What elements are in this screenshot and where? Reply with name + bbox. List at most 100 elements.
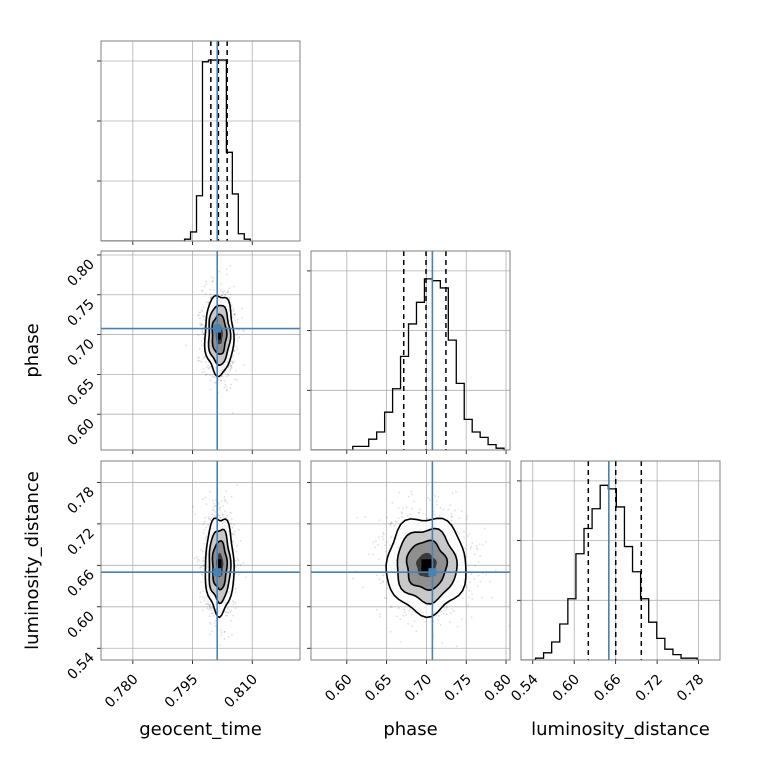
sample-point [206,595,208,598]
sample-point [232,614,235,617]
sample-point [201,310,204,313]
sample-point [234,587,237,590]
sample-point [222,505,224,508]
sample-point [235,345,238,348]
sample-point [230,367,232,370]
sample-point [356,516,359,519]
sample-point [424,620,426,623]
sample-point [467,604,470,607]
sample-point [225,385,228,388]
sample-point [208,366,211,369]
histogram-bin [657,638,665,660]
sample-point [209,603,212,606]
sample-point [233,523,235,526]
sample-point [201,573,204,576]
sample-point [220,634,223,637]
x-tick-label-phase: 0.60 [322,672,355,705]
sample-point [379,582,382,585]
sample-point [212,502,215,505]
sample-point [220,294,223,297]
sample-point [241,307,244,310]
sample-point [226,501,229,504]
sample-point [198,348,201,350]
sample-point [389,630,392,633]
sample-point [468,596,471,599]
sample-point [398,491,401,494]
panel-geocent_time-vs-luminosity_distance-marks [101,461,300,660]
sample-point [192,505,195,508]
sample-point [374,546,377,549]
sample-point [466,515,469,518]
sample-point [479,580,482,583]
sample-point [220,294,223,297]
sample-point [445,605,448,608]
sample-point [226,514,229,517]
sample-point [234,566,237,568]
sample-point [401,511,403,514]
sample-point [230,495,233,498]
histogram-bin [576,554,584,660]
sample-point [391,501,394,504]
sample-point [225,267,228,270]
sample-point [223,496,226,498]
sample-point [209,607,211,610]
x-tick-label-phase: 0.70 [402,672,435,705]
sample-point [451,608,454,611]
sample-point [225,273,228,276]
truth-marker [213,324,222,333]
histogram-bin [232,194,238,241]
sample-point [234,591,237,594]
sample-point [203,555,206,558]
hist-phase-grid [307,251,510,454]
sample-point [236,348,239,350]
sample-point [218,514,220,517]
sample-point [242,329,245,332]
sample-point [230,304,233,307]
sample-point [197,359,199,362]
sample-point [200,360,203,363]
sample-point [460,510,463,513]
histogram-bin [369,439,377,450]
sample-point [228,287,231,290]
sample-point [202,557,205,560]
sample-point [197,356,200,359]
sample-point [221,513,224,516]
sample-point [474,564,477,567]
sample-point [200,323,203,325]
sample-point [397,607,400,610]
sample-point [204,516,207,519]
sample-point [440,610,443,612]
sample-point [463,530,465,533]
sample-point [198,567,201,569]
sample-point [203,520,206,523]
panel-phase-vs-luminosity_distance-frame [310,460,511,661]
sample-point [229,264,232,267]
sample-point [209,379,212,382]
sample-point [383,533,385,536]
histogram-bin [472,432,480,450]
sample-point [458,517,460,520]
sample-point [362,586,365,589]
density-contours [203,294,235,378]
sample-point [213,515,216,517]
sample-point [223,630,226,633]
histogram-bin [552,642,560,660]
sample-point [208,621,211,624]
sample-point [468,589,470,592]
sample-point [201,290,203,293]
x-axis-label-phase: phase [383,719,437,740]
sample-point [210,276,213,278]
sample-point [221,290,224,293]
density-contours [204,517,235,619]
sample-point [367,553,370,556]
sample-point [211,509,214,512]
sample-point [231,526,234,529]
sample-point [203,324,206,327]
x-tick-label-phase: 0.75 [442,672,475,705]
sample-point [435,614,438,617]
sample-point [202,559,205,562]
sample-point [473,578,476,580]
sample-point [388,544,391,547]
sample-point [221,294,224,297]
sample-point [227,289,230,292]
